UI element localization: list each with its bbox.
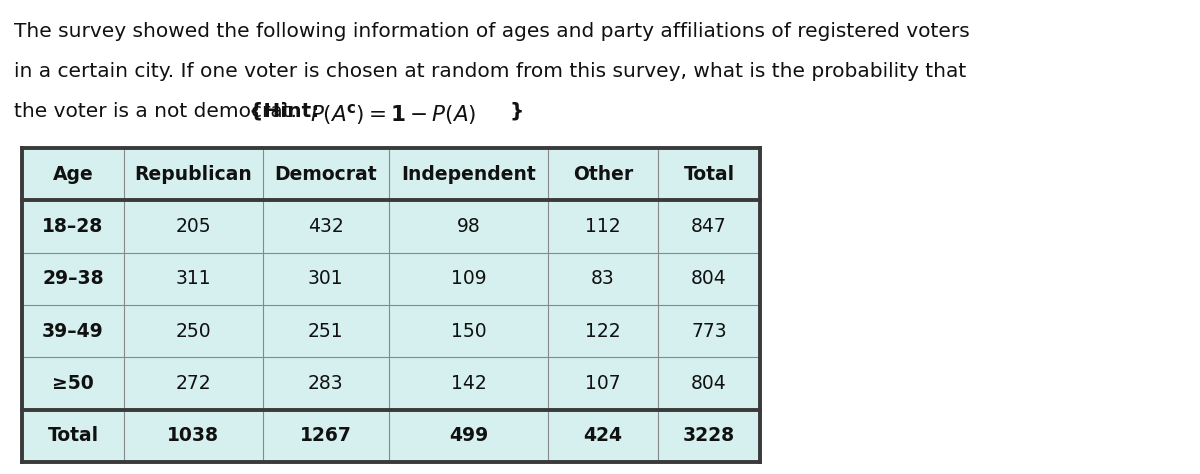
Bar (124, 253, 263, 305)
Text: Total: Total (48, 426, 98, 446)
Text: 301: 301 (308, 269, 343, 288)
Bar (263, 253, 389, 305)
Bar (263, 201, 389, 253)
Bar (263, 357, 389, 410)
Bar (658, 201, 760, 253)
Bar (263, 148, 389, 201)
Text: 499: 499 (449, 426, 488, 446)
Bar (389, 201, 548, 253)
Text: 283: 283 (308, 374, 343, 393)
Bar (124, 357, 263, 410)
Text: 18–28: 18–28 (42, 217, 103, 236)
Text: 1267: 1267 (300, 426, 352, 446)
Bar (22, 253, 124, 305)
Text: 272: 272 (175, 374, 211, 393)
Bar (22, 410, 124, 462)
Bar (22, 201, 124, 253)
Bar (548, 357, 658, 410)
Text: 773: 773 (691, 322, 727, 341)
Bar (389, 357, 548, 410)
Text: 98: 98 (456, 217, 480, 236)
Bar (22, 357, 124, 410)
Text: Total: Total (684, 164, 734, 183)
Text: the voter is a not democrat.: the voter is a not democrat. (14, 101, 304, 120)
Text: 83: 83 (592, 269, 614, 288)
Bar (548, 253, 658, 305)
Bar (548, 148, 658, 201)
Text: Independent: Independent (401, 164, 536, 183)
Text: ≥50: ≥50 (52, 374, 94, 393)
Bar (389, 410, 548, 462)
Bar (658, 305, 760, 357)
Bar (548, 305, 658, 357)
Text: 250: 250 (175, 322, 211, 341)
Text: 142: 142 (450, 374, 486, 393)
Bar (548, 201, 658, 253)
Text: 122: 122 (586, 322, 620, 341)
Text: 804: 804 (691, 269, 727, 288)
Text: Other: Other (572, 164, 634, 183)
Text: The survey showed the following information of ages and party affiliations of re: The survey showed the following informat… (14, 22, 970, 41)
Bar (658, 253, 760, 305)
Text: Age: Age (53, 164, 94, 183)
Text: in a certain city. If one voter is chosen at random from this survey, what is th: in a certain city. If one voter is chose… (14, 62, 966, 81)
Text: 1038: 1038 (167, 426, 220, 446)
Text: 311: 311 (175, 269, 211, 288)
Text: }: } (510, 101, 524, 120)
Bar (263, 305, 389, 357)
Text: 804: 804 (691, 374, 727, 393)
Text: 432: 432 (308, 217, 343, 236)
Text: {Hint:: {Hint: (248, 101, 326, 120)
Bar (658, 148, 760, 201)
Bar (389, 148, 548, 201)
Text: $\mathbf{\it{P}}(\mathbf{\it{A}}^{\mathbf{c}}) = \mathbf{1} - \mathbf{\it{P}}(\m: $\mathbf{\it{P}}(\mathbf{\it{A}}^{\mathb… (310, 101, 476, 127)
Text: 150: 150 (451, 322, 486, 341)
Text: 29–38: 29–38 (42, 269, 103, 288)
Text: 424: 424 (583, 426, 623, 446)
Text: 39–49: 39–49 (42, 322, 104, 341)
Bar (22, 305, 124, 357)
Bar (658, 410, 760, 462)
Text: 205: 205 (175, 217, 211, 236)
Text: 3228: 3228 (683, 426, 736, 446)
Bar (124, 201, 263, 253)
Bar (389, 305, 548, 357)
Text: Democrat: Democrat (275, 164, 377, 183)
Bar (389, 253, 548, 305)
Bar (124, 305, 263, 357)
Text: Republican: Republican (134, 164, 252, 183)
Bar (22, 148, 124, 201)
Bar (263, 410, 389, 462)
Bar (124, 410, 263, 462)
Text: 847: 847 (691, 217, 727, 236)
Bar (548, 410, 658, 462)
Text: 109: 109 (451, 269, 486, 288)
Text: 251: 251 (308, 322, 343, 341)
Bar (658, 357, 760, 410)
Text: 112: 112 (586, 217, 620, 236)
Bar (124, 148, 263, 201)
Text: 107: 107 (586, 374, 620, 393)
